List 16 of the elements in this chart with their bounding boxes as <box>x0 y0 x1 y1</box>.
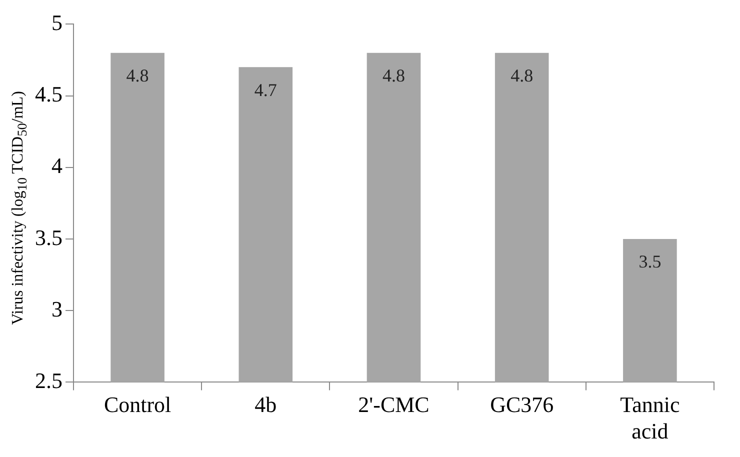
y-tick-label: 3.5 <box>35 224 62 250</box>
data-label: 4.8 <box>382 66 405 86</box>
x-tick-label: Control <box>104 392 172 418</box>
data-label: 4.8 <box>510 66 534 86</box>
y-tick-label: 5 <box>52 10 62 35</box>
y-tick-label: 4 <box>52 153 62 178</box>
y-tick-label: 3 <box>52 296 62 322</box>
x-tick-label: GC376 <box>490 392 554 418</box>
data-label: 4.7 <box>254 80 277 100</box>
x-tick-label: 2'-CMC <box>358 392 430 418</box>
y-tick-label: 4.5 <box>35 82 62 107</box>
data-label: 3.5 <box>638 252 662 272</box>
data-label: 4.8 <box>126 66 149 86</box>
y-tick-label: 2.5 <box>35 368 62 393</box>
x-tick-label: Tannic acid <box>620 392 680 444</box>
x-tick-label: 4b <box>254 392 277 418</box>
